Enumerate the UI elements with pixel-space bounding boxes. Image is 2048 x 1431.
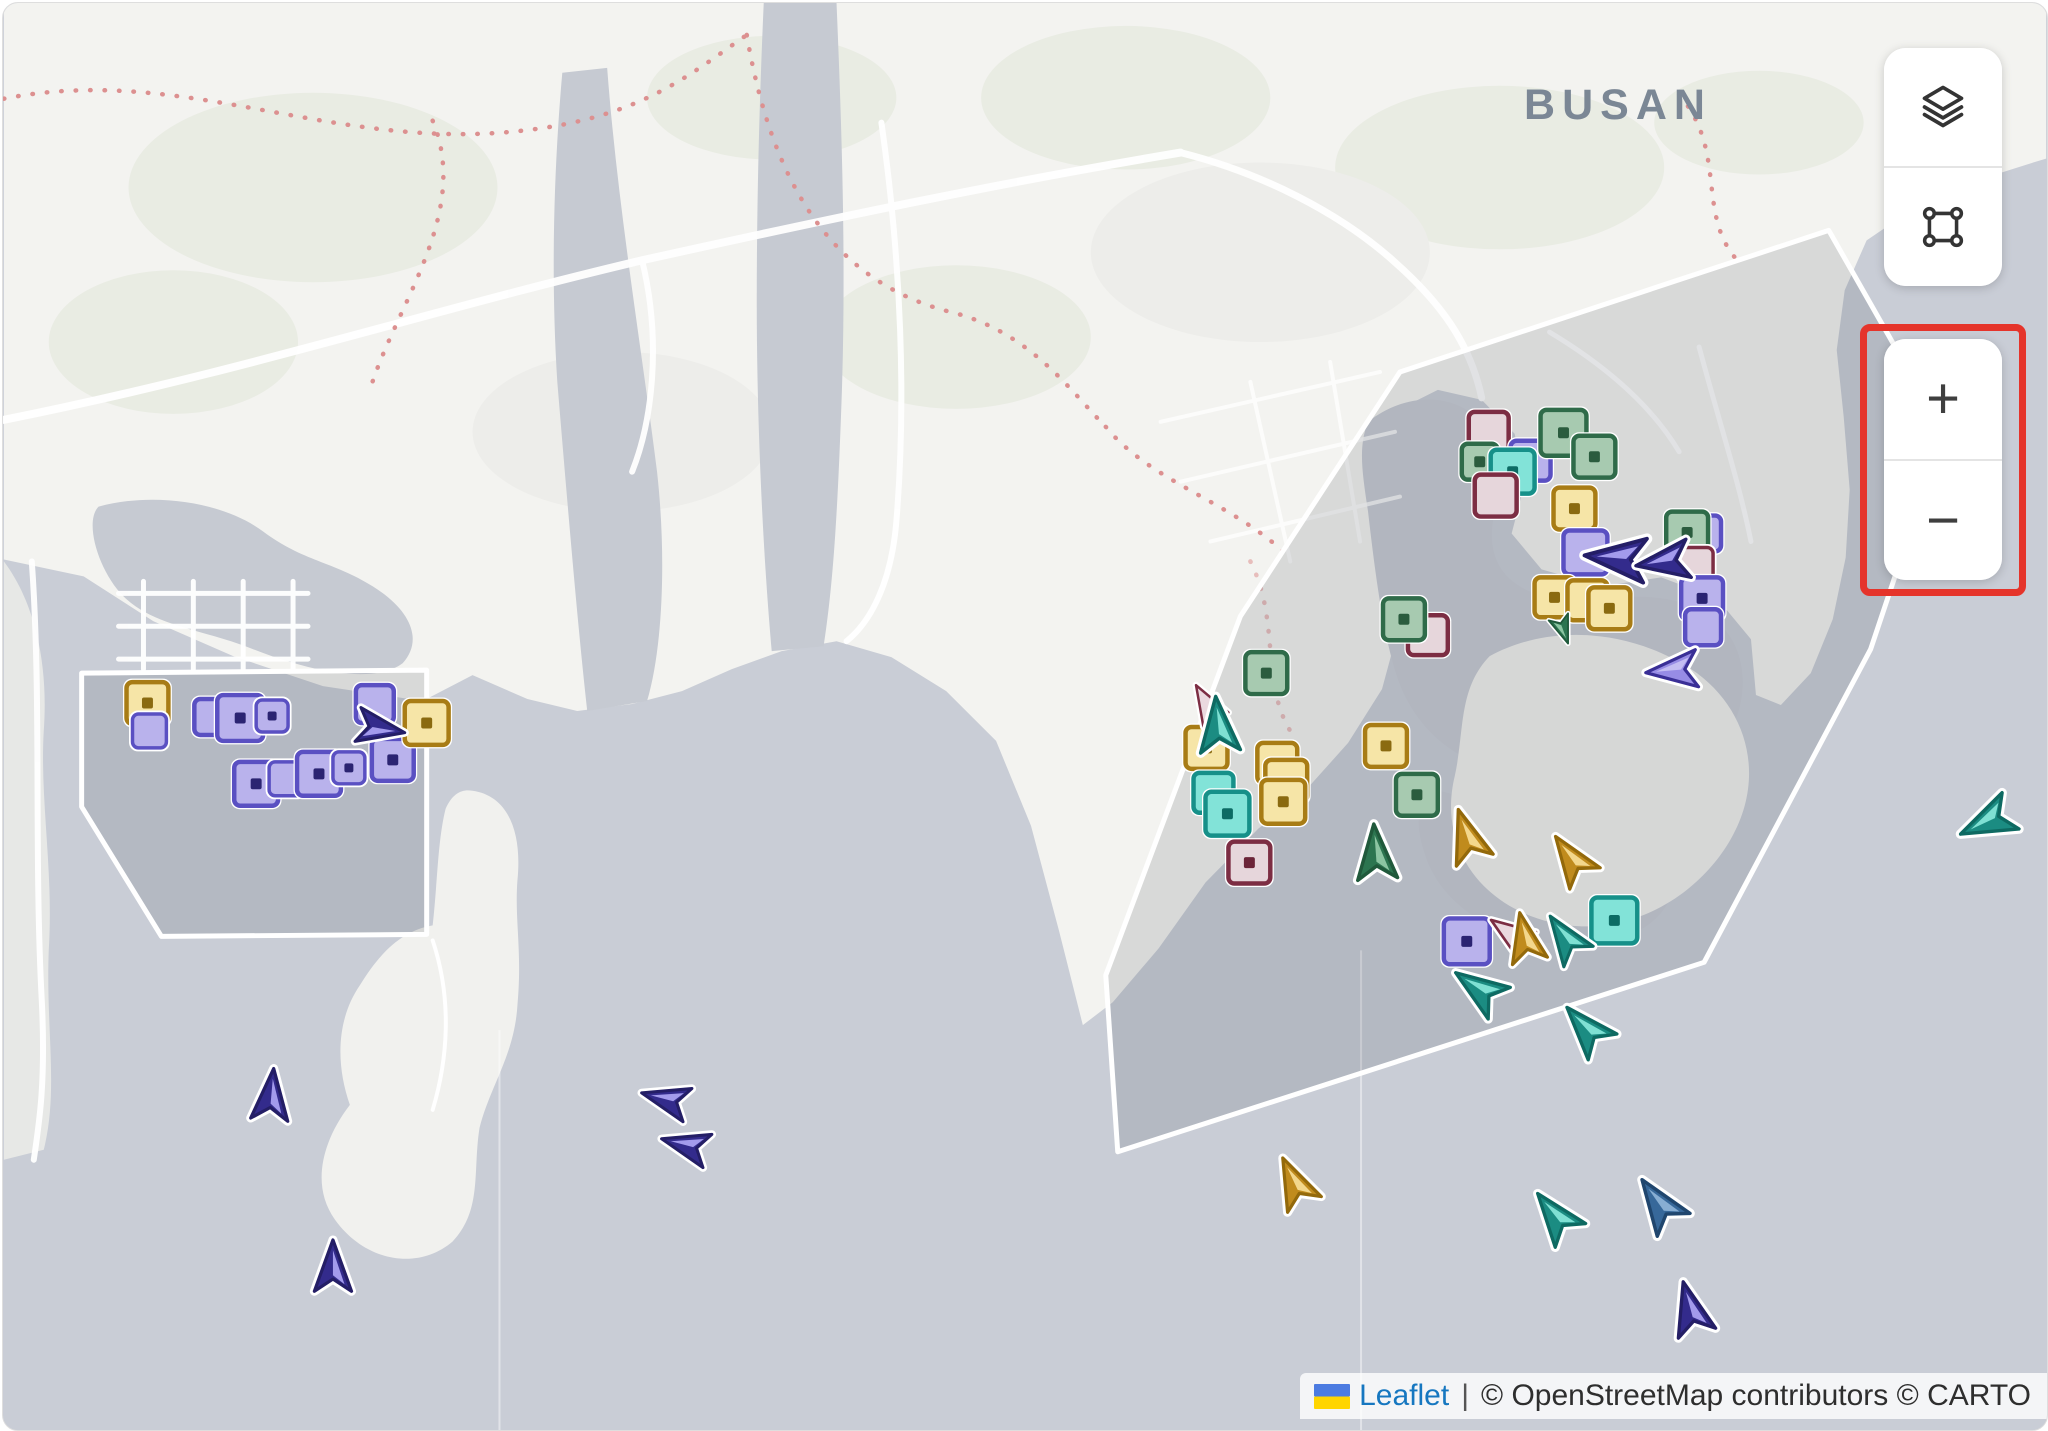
- vessel-square-marker[interactable]: [401, 697, 453, 749]
- vessel-square-marker[interactable]: [1257, 776, 1309, 828]
- vessel-square-marker[interactable]: [1392, 770, 1442, 820]
- vessel-arrow-marker[interactable]: [1266, 1150, 1326, 1217]
- vessel-arrow-marker[interactable]: [1579, 533, 1653, 588]
- selection-region-busan-port[interactable]: [1103, 227, 1946, 1155]
- vessel-square-marker[interactable]: [129, 710, 170, 752]
- zoom-controls-panel: + −: [1884, 339, 2002, 580]
- map-attribution: Leaflet | © OpenStreetMap contributors ©…: [1300, 1373, 2047, 1419]
- ukraine-flag-icon: [1314, 1383, 1351, 1409]
- vessel-arrow-marker[interactable]: [637, 1076, 697, 1126]
- vessel-square-marker[interactable]: [1681, 605, 1725, 649]
- attribution-text: © OpenStreetMap contributors © CARTO: [1481, 1379, 2031, 1412]
- vessel-square-marker[interactable]: [1584, 583, 1634, 633]
- vessel-arrow-marker[interactable]: [1952, 787, 2024, 852]
- layers-icon: [1918, 82, 1968, 132]
- zoom-in-icon: +: [1926, 366, 1960, 432]
- map-canvas[interactable]: [3, 3, 2047, 1430]
- vessel-arrow-marker[interactable]: [1536, 906, 1598, 972]
- vessel-square-marker[interactable]: [1224, 838, 1274, 888]
- vessel-arrow-marker[interactable]: [1553, 994, 1622, 1065]
- vessel-square-marker[interactable]: [329, 748, 369, 788]
- vessel-markers-layer: [123, 406, 2024, 1343]
- vessel-arrow-marker[interactable]: [1641, 645, 1703, 692]
- vessel-arrow-marker[interactable]: [1195, 691, 1246, 758]
- vessel-square-marker[interactable]: [1379, 594, 1429, 644]
- vessel-square-marker[interactable]: [1569, 432, 1619, 482]
- attribution-separator: |: [1461, 1379, 1469, 1412]
- vessel-arrow-marker[interactable]: [1352, 819, 1403, 886]
- map-tools-panel: [1884, 48, 2002, 286]
- vessel-square-marker[interactable]: [1202, 788, 1253, 840]
- vessel-arrow-marker[interactable]: [1502, 908, 1552, 969]
- vessel-arrow-marker[interactable]: [1445, 957, 1515, 1024]
- vessel-square-marker[interactable]: [1471, 471, 1521, 521]
- leaflet-link[interactable]: Leaflet: [1359, 1379, 1450, 1412]
- city-label: BUSAN: [1524, 81, 1712, 129]
- vessel-square-marker[interactable]: [1241, 648, 1291, 698]
- vessel-arrow-marker[interactable]: [657, 1122, 717, 1172]
- vessel-arrow-marker[interactable]: [1626, 1168, 1695, 1242]
- polygon-select-icon: [1919, 203, 1967, 251]
- vessel-arrow-marker[interactable]: [246, 1064, 293, 1126]
- vessel-square-marker[interactable]: [1587, 894, 1641, 947]
- layers-button[interactable]: [1884, 48, 2002, 166]
- vessel-square-marker[interactable]: [1440, 914, 1494, 968]
- vessel-square-marker[interactable]: [1361, 721, 1411, 771]
- vessel-arrow-marker[interactable]: [1440, 804, 1498, 871]
- vessel-arrow-marker[interactable]: [1522, 1182, 1591, 1252]
- vessel-arrow-marker[interactable]: [1546, 610, 1578, 647]
- zoom-out-button[interactable]: −: [1884, 458, 2002, 580]
- zoom-in-button[interactable]: +: [1884, 339, 2002, 459]
- vessel-arrow-marker[interactable]: [1631, 534, 1696, 585]
- zoom-out-icon: −: [1926, 487, 1960, 553]
- vessel-arrow-marker[interactable]: [350, 703, 409, 750]
- vessel-arrow-marker[interactable]: [309, 1235, 357, 1296]
- vessel-arrow-marker[interactable]: [1665, 1277, 1721, 1343]
- vessel-square-marker[interactable]: [1550, 484, 1599, 534]
- vessel-square-marker[interactable]: [252, 696, 292, 736]
- polygon-select-button[interactable]: [1884, 166, 2002, 286]
- vessel-arrow-marker[interactable]: [1540, 826, 1605, 894]
